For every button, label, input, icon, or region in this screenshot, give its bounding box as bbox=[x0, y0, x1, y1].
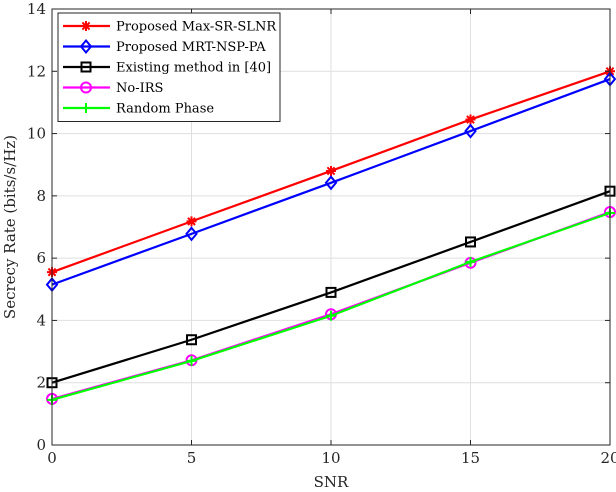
data-point bbox=[325, 286, 337, 298]
y-tick-label: 0 bbox=[36, 436, 46, 454]
legend-label: No-IRS bbox=[116, 81, 163, 96]
legend-label: Proposed MRT-NSP-PA bbox=[116, 40, 266, 55]
series-3 bbox=[46, 185, 616, 389]
data-point bbox=[465, 114, 476, 125]
y-tick-label: 8 bbox=[36, 187, 46, 205]
x-tick-label: 0 bbox=[47, 449, 57, 467]
x-axis-label: SNR bbox=[314, 473, 349, 491]
y-tick-label: 6 bbox=[36, 249, 46, 267]
legend-marker bbox=[80, 61, 92, 73]
series-line bbox=[51, 190, 611, 384]
data-point bbox=[326, 310, 336, 321]
legend: Proposed Max-SR-SLNR Proposed MRT-NSP-PA E… bbox=[57, 12, 281, 122]
legend-marker bbox=[80, 81, 92, 94]
y-tick-label: 2 bbox=[36, 374, 46, 392]
series-2 bbox=[45, 71, 616, 293]
y-tick-label: 4 bbox=[36, 311, 46, 329]
x-tick-label: 5 bbox=[187, 449, 197, 467]
legend-marker bbox=[79, 38, 93, 55]
legend-marker bbox=[81, 21, 91, 31]
data-point bbox=[185, 226, 198, 242]
series-layer bbox=[45, 66, 616, 405]
data-point bbox=[186, 216, 197, 227]
data-point bbox=[464, 123, 477, 139]
data-point bbox=[465, 236, 476, 248]
legend-entry: No-IRS bbox=[63, 81, 163, 96]
x-tick-label: 15 bbox=[461, 449, 480, 467]
data-point bbox=[326, 165, 336, 176]
data-point bbox=[465, 256, 476, 267]
legend-entry: Proposed MRT-NSP-PA bbox=[63, 38, 266, 55]
data-point bbox=[324, 175, 338, 191]
legend-marker bbox=[81, 103, 91, 113]
y-tick-label: 14 bbox=[27, 0, 46, 18]
legend-label: Existing method in [40] bbox=[116, 61, 271, 76]
legend-entry: Random Phase bbox=[63, 102, 214, 117]
legend-entry: Proposed Max-SR-SLNR bbox=[63, 20, 277, 35]
series-line bbox=[51, 78, 611, 286]
y-tick-label: 10 bbox=[27, 125, 46, 143]
x-tick-label: 20 bbox=[600, 449, 616, 467]
legend-label: Random Phase bbox=[116, 102, 214, 117]
y-axis-label: Secrecy Rate (bits/s/Hz) bbox=[1, 135, 19, 319]
data-point bbox=[186, 355, 197, 366]
x-tick-label: 10 bbox=[321, 449, 340, 467]
data-point bbox=[186, 334, 197, 346]
y-tick-label: 12 bbox=[27, 62, 46, 80]
axis-ticks: 0 5 10 15 20 0 2 4 6 8 10 12 14 bbox=[27, 0, 616, 467]
legend-label: Proposed Max-SR-SLNR bbox=[116, 20, 277, 35]
legend-entry: Existing method in [40] bbox=[63, 61, 271, 76]
